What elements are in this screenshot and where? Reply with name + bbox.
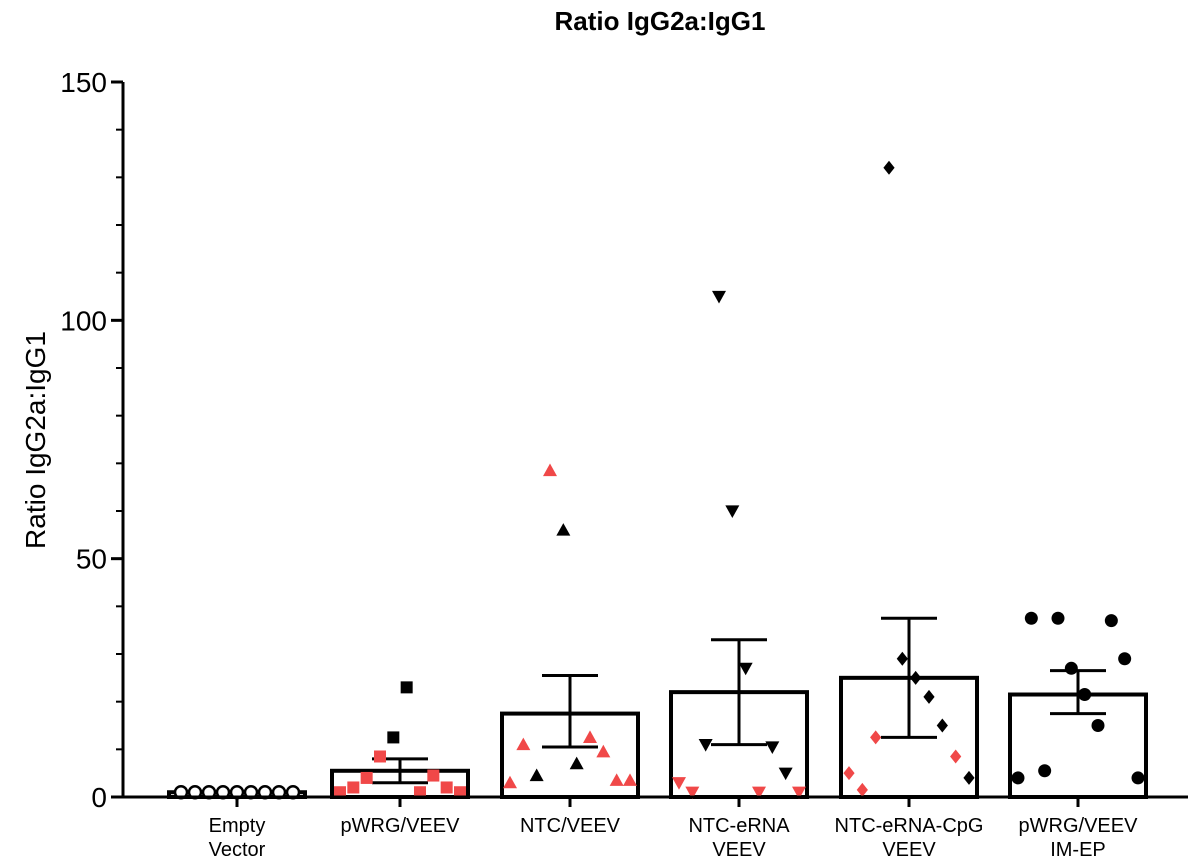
data-point [685, 786, 700, 800]
x-tick-label-line: IM-EP [1050, 839, 1106, 861]
data-point [529, 768, 544, 782]
x-tick-label-line: NTC/VEEV [520, 815, 621, 837]
x-tick-label: Empty Vector [209, 815, 266, 861]
data-point [712, 290, 726, 304]
data-point [765, 741, 780, 754]
x-tick-label: NTC/VEEV [520, 815, 621, 837]
data-point [963, 770, 975, 785]
data-point [1091, 719, 1105, 732]
bars-layer [167, 675, 1148, 800]
data-point [883, 160, 895, 175]
data-point [923, 689, 935, 704]
axes-layer [121, 82, 1188, 799]
data-point [427, 769, 440, 782]
data-point [583, 730, 597, 744]
data-point [936, 718, 948, 733]
x-tick-label-line: Vector [209, 839, 266, 861]
data-point [738, 662, 753, 676]
y-axis-label: Ratio IgG2a:IgG1 [20, 331, 51, 549]
x-tick-label-line: NTC-eRNA [688, 815, 790, 837]
data-points-layer [173, 160, 1145, 800]
data-point [440, 781, 453, 794]
data-point [414, 786, 426, 799]
data-point [516, 737, 531, 751]
data-point [556, 523, 571, 536]
data-point [725, 505, 740, 518]
y-tick-label: 100 [60, 305, 107, 336]
data-point [1078, 688, 1092, 702]
data-point [1011, 771, 1025, 785]
data-point [1064, 661, 1078, 675]
data-point [910, 670, 922, 685]
data-point [623, 773, 637, 786]
data-point [387, 731, 400, 744]
data-point [569, 756, 584, 770]
data-point [400, 681, 413, 694]
x-tick-label-line: pWRG/VEEV [341, 815, 461, 837]
data-point [334, 786, 346, 799]
data-point [698, 738, 713, 752]
chart-title: Ratio IgG2a:IgG1 [555, 6, 766, 36]
data-point [843, 766, 855, 781]
x-tick-label: NTC-eRNA VEEV [688, 815, 790, 861]
x-tick-label: pWRG/VEEV IM-EP [1019, 815, 1139, 861]
x-tick-label-line: VEEV [712, 839, 766, 861]
data-point [609, 773, 624, 786]
y-tick-label: 150 [60, 67, 107, 98]
data-point [752, 786, 766, 800]
y-tick-label: 0 [91, 782, 107, 813]
data-point [856, 782, 868, 797]
data-point [1051, 611, 1065, 625]
x-tick-label: pWRG/VEEV [341, 815, 461, 837]
data-point [1118, 652, 1132, 666]
data-point [778, 767, 793, 781]
data-point [672, 777, 686, 790]
data-point [374, 750, 386, 763]
y-ticks-layer: 0 50 100 150 [60, 67, 123, 813]
data-point [950, 749, 962, 764]
data-point [543, 463, 557, 477]
data-point [1131, 771, 1145, 785]
data-point [1024, 611, 1038, 625]
data-point [870, 730, 882, 745]
x-tick-label-line: VEEV [882, 839, 936, 861]
x-tick-label-line: pWRG/VEEV [1019, 815, 1139, 837]
data-point [1104, 614, 1118, 628]
data-point [792, 786, 806, 800]
data-point [360, 771, 373, 784]
data-point [503, 775, 517, 789]
x-tick-label: NTC-eRNA-CpG VEEV [835, 815, 984, 861]
x-tick-label-line: Empty [209, 815, 266, 837]
data-point [896, 651, 908, 666]
y-tick-label: 50 [76, 544, 107, 575]
data-point [596, 744, 611, 758]
data-point [454, 786, 466, 799]
data-point [1038, 764, 1052, 778]
x-tick-label-line: NTC-eRNA-CpG [835, 815, 984, 837]
data-point [347, 781, 360, 794]
